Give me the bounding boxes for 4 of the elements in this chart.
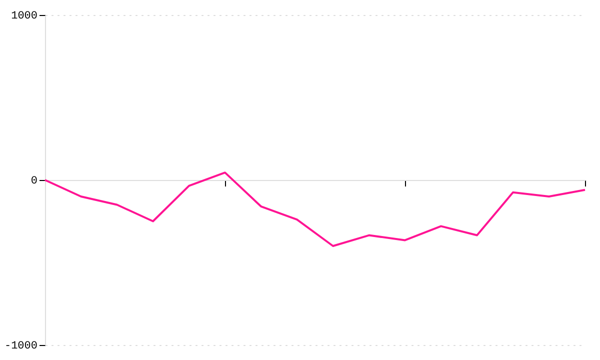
y-tick-label: -1000 [4,340,38,352]
line-series [44,172,586,247]
y-tick-label: 0 [30,176,38,188]
y-tick-label: 1000 [11,10,38,22]
